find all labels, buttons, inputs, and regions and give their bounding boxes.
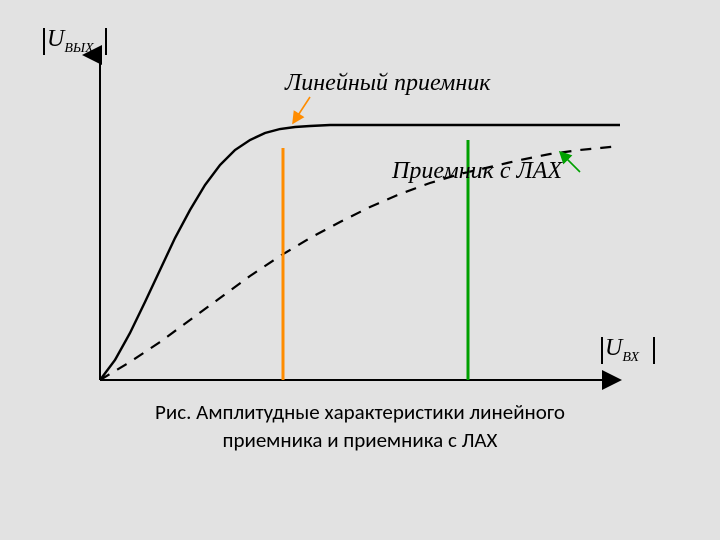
- x-axis-label: UВХ: [605, 335, 639, 366]
- x-axis-symbol: U: [605, 335, 622, 361]
- arrow-to-solid-icon: [293, 97, 310, 123]
- figure-caption: Рис. Амплитудные характеристики линейног…: [0, 398, 720, 454]
- y-axis-symbol: U: [47, 26, 64, 52]
- arrow-to-dashed-icon: [560, 152, 580, 172]
- y-axis-sub: ВЫХ: [64, 41, 93, 56]
- y-axis-label: UВЫХ: [47, 26, 94, 57]
- legend-dashed: Приемник с ЛАХ: [392, 158, 562, 185]
- x-axis-sub: ВХ: [622, 350, 639, 365]
- caption-line-2: приемника и приемника с ЛАХ: [0, 426, 720, 454]
- legend-solid: Линейный приемник: [285, 70, 490, 97]
- figure-canvas: UВЫХ UВХ Линейный приемник Приемник с ЛА…: [0, 0, 720, 540]
- caption-line-1: Рис. Амплитудные характеристики линейног…: [0, 398, 720, 426]
